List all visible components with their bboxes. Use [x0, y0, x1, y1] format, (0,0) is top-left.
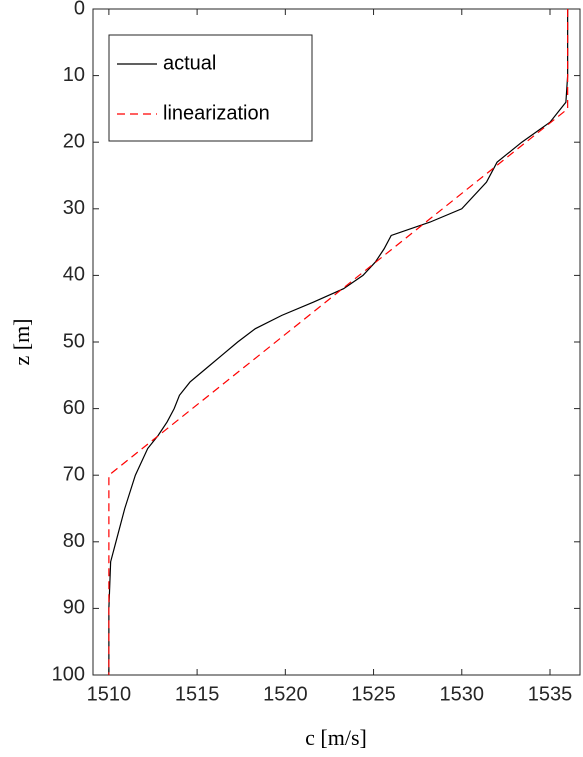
x-tick-label: 1520 — [263, 683, 308, 705]
y-tick-label: 90 — [63, 597, 85, 619]
legend-box — [108, 34, 313, 142]
x-tick-label: 1525 — [351, 683, 396, 705]
y-tick-label: 0 — [74, 0, 85, 19]
x-tick-label: 1510 — [87, 683, 132, 705]
x-tick-label: 1515 — [175, 683, 220, 705]
line — [108, 9, 569, 675]
x-axis-label: c [m/s] — [305, 725, 367, 750]
legend-label: actual — [163, 52, 216, 74]
x-tick-label: 1530 — [440, 683, 485, 705]
y-tick-label: 30 — [63, 197, 85, 219]
y-tick-label: 50 — [63, 330, 85, 352]
y-tick-label: 10 — [63, 64, 85, 86]
y-tick-label: 60 — [63, 397, 85, 419]
y-tick-label: 100 — [52, 663, 85, 685]
line — [108, 9, 569, 675]
legend-label: linearization — [163, 102, 270, 124]
y-tick-label: 40 — [63, 264, 85, 286]
x-tick-label: 1535 — [528, 683, 573, 705]
y-tick-label: 20 — [63, 130, 85, 152]
y-tick-label: 80 — [63, 530, 85, 552]
y-tick-label: 70 — [63, 463, 85, 485]
y-axis-label: z [m] — [9, 318, 34, 365]
